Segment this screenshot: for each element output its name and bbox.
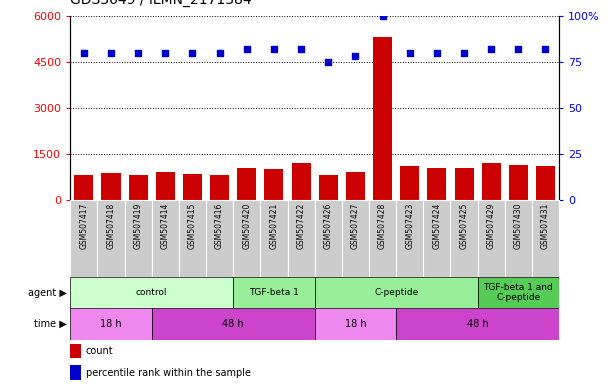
Bar bbox=[70, 277, 233, 308]
Text: GSM507429: GSM507429 bbox=[487, 202, 496, 249]
Bar bbox=[210, 175, 229, 200]
Text: GSM507428: GSM507428 bbox=[378, 202, 387, 248]
Point bbox=[405, 50, 415, 56]
Point bbox=[323, 59, 333, 65]
Bar bbox=[288, 200, 315, 277]
Point bbox=[161, 50, 170, 56]
Text: 18 h: 18 h bbox=[100, 319, 122, 329]
Text: 18 h: 18 h bbox=[345, 319, 366, 329]
Bar bbox=[396, 308, 559, 340]
Bar bbox=[319, 175, 338, 200]
Text: GSM507418: GSM507418 bbox=[106, 202, 115, 248]
Point bbox=[296, 46, 306, 52]
Point bbox=[432, 50, 442, 56]
Bar bbox=[237, 168, 256, 200]
Bar bbox=[396, 200, 423, 277]
Bar bbox=[265, 169, 284, 200]
Bar bbox=[450, 200, 478, 277]
Text: time ▶: time ▶ bbox=[34, 319, 67, 329]
Bar bbox=[536, 166, 555, 200]
Point bbox=[214, 50, 224, 56]
Text: GSM507417: GSM507417 bbox=[79, 202, 89, 249]
Bar bbox=[315, 308, 396, 340]
Point bbox=[459, 50, 469, 56]
Text: GSM507422: GSM507422 bbox=[296, 202, 306, 248]
Text: GSM507430: GSM507430 bbox=[514, 202, 523, 249]
Text: GSM507416: GSM507416 bbox=[215, 202, 224, 249]
Text: count: count bbox=[86, 346, 114, 356]
Bar bbox=[233, 200, 260, 277]
Text: GSM507415: GSM507415 bbox=[188, 202, 197, 249]
Bar bbox=[315, 200, 342, 277]
Bar bbox=[400, 166, 419, 200]
Bar bbox=[346, 172, 365, 200]
Bar bbox=[97, 200, 125, 277]
Bar bbox=[129, 175, 148, 200]
Text: 48 h: 48 h bbox=[222, 319, 244, 329]
Point bbox=[242, 46, 252, 52]
Text: GSM507424: GSM507424 bbox=[433, 202, 441, 249]
Point bbox=[79, 50, 89, 56]
Point bbox=[106, 50, 116, 56]
Text: GSM507414: GSM507414 bbox=[161, 202, 170, 249]
Bar bbox=[183, 174, 202, 200]
Bar bbox=[505, 200, 532, 277]
Bar bbox=[233, 277, 315, 308]
Point bbox=[378, 13, 387, 19]
Bar bbox=[481, 163, 500, 200]
Bar bbox=[152, 200, 179, 277]
Text: GDS3649 / ILMN_2171384: GDS3649 / ILMN_2171384 bbox=[70, 0, 252, 7]
Text: GSM507426: GSM507426 bbox=[324, 202, 333, 249]
Bar bbox=[478, 277, 559, 308]
Bar bbox=[101, 173, 120, 200]
Bar bbox=[70, 366, 81, 379]
Bar bbox=[455, 168, 474, 200]
Text: TGF-beta 1: TGF-beta 1 bbox=[249, 288, 299, 297]
Bar bbox=[342, 200, 369, 277]
Bar bbox=[70, 308, 152, 340]
Bar bbox=[75, 175, 93, 200]
Point bbox=[188, 50, 197, 56]
Bar bbox=[423, 200, 450, 277]
Point bbox=[513, 46, 523, 52]
Point bbox=[541, 46, 551, 52]
Text: GSM507420: GSM507420 bbox=[243, 202, 251, 249]
Bar bbox=[532, 200, 559, 277]
Point bbox=[133, 50, 143, 56]
Text: GSM507423: GSM507423 bbox=[405, 202, 414, 249]
Text: C-peptide: C-peptide bbox=[374, 288, 419, 297]
Point bbox=[351, 53, 360, 60]
Bar bbox=[260, 200, 288, 277]
Bar bbox=[125, 200, 152, 277]
Text: GSM507421: GSM507421 bbox=[269, 202, 279, 248]
Point bbox=[269, 46, 279, 52]
Bar bbox=[373, 37, 392, 200]
Text: percentile rank within the sample: percentile rank within the sample bbox=[86, 367, 251, 377]
Text: GSM507419: GSM507419 bbox=[134, 202, 142, 249]
Bar bbox=[369, 200, 396, 277]
Bar bbox=[509, 165, 528, 200]
Text: GSM507427: GSM507427 bbox=[351, 202, 360, 249]
Point bbox=[486, 46, 496, 52]
Bar bbox=[478, 200, 505, 277]
Text: GSM507431: GSM507431 bbox=[541, 202, 550, 249]
Text: GSM507425: GSM507425 bbox=[459, 202, 469, 249]
Text: agent ▶: agent ▶ bbox=[28, 288, 67, 298]
Bar bbox=[152, 308, 315, 340]
Text: control: control bbox=[136, 288, 167, 297]
Bar bbox=[315, 277, 478, 308]
Bar bbox=[206, 200, 233, 277]
Bar bbox=[291, 163, 310, 200]
Bar bbox=[70, 200, 97, 277]
Bar bbox=[156, 172, 175, 200]
Bar bbox=[427, 168, 447, 200]
Text: 48 h: 48 h bbox=[467, 319, 488, 329]
Bar bbox=[70, 344, 81, 358]
Text: TGF-beta 1 and
C-peptide: TGF-beta 1 and C-peptide bbox=[483, 283, 553, 302]
Bar bbox=[179, 200, 206, 277]
